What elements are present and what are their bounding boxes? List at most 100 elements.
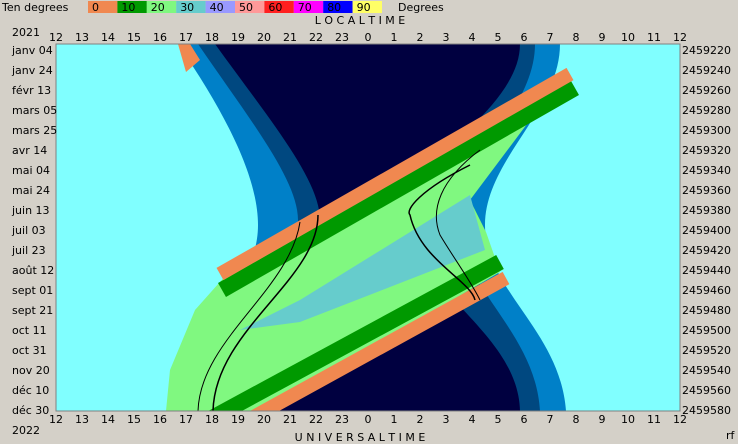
date-label: nov 20 [12, 364, 50, 377]
moon-curve [197, 221, 301, 411]
bottom-tick-label: 5 [495, 413, 502, 426]
moon-high [240, 195, 485, 330]
top-tick-label: 18 [205, 31, 219, 44]
top-tick-label: 9 [599, 31, 606, 44]
julian-day-label: 2459580 [682, 404, 731, 417]
date-label: août 12 [12, 264, 54, 277]
top-axis-title: L O C A L T I M E [315, 14, 406, 27]
date-label: mars 05 [12, 104, 57, 117]
top-tick-label: 3 [443, 31, 450, 44]
legend-label: 30 [180, 1, 194, 14]
bottom-tick-label: 9 [599, 413, 606, 426]
legend-swatch [352, 1, 382, 13]
legend-swatch [293, 1, 324, 13]
legend-title: Ten degrees [1, 1, 69, 14]
top-tick-label: 5 [495, 31, 502, 44]
julian-day-label: 2459220 [682, 44, 731, 57]
bottom-tick-label: 13 [75, 413, 89, 426]
top-tick-label: 20 [257, 31, 271, 44]
legend-swatch [205, 1, 235, 13]
top-tick-label: 16 [153, 31, 167, 44]
top-tick-label: 4 [469, 31, 476, 44]
top-tick-label: 0 [365, 31, 372, 44]
julian-day-label: 2459280 [682, 104, 731, 117]
bottom-tick-label: 20 [257, 413, 271, 426]
bottom-tick-label: 3 [443, 413, 450, 426]
bottom-tick-label: 18 [205, 413, 219, 426]
top-tick-label: 19 [231, 31, 245, 44]
legend-swatch [117, 1, 147, 13]
moon-curve [212, 214, 319, 411]
julian-day-label: 2459240 [682, 64, 731, 77]
bottom-tick-label: 0 [365, 413, 372, 426]
date-label: déc 10 [12, 384, 49, 397]
bottom-tick-label: 7 [547, 413, 554, 426]
moon-band [218, 81, 579, 297]
plot-frame [55, 43, 681, 412]
julian-day-label: 2459400 [682, 224, 731, 237]
top-tick-label: 12 [49, 31, 63, 44]
top-tick-label: 12 [673, 31, 687, 44]
bottom-tick-label: 2 [417, 413, 424, 426]
moon-curve [408, 164, 476, 301]
bottom-tick-label: 23 [335, 413, 349, 426]
legend-swatch [235, 1, 265, 13]
legend-label: 20 [151, 1, 165, 14]
julian-day-label: 2459500 [682, 324, 731, 337]
bottom-tick-label: 11 [647, 413, 661, 426]
top-tick-label: 11 [647, 31, 661, 44]
date-label: avr 14 [12, 144, 47, 157]
top-tick-label: 23 [335, 31, 349, 44]
bottom-tick-label: 21 [283, 413, 297, 426]
corner-label: rf [726, 429, 736, 442]
top-tick-label: 17 [179, 31, 193, 44]
bottom-tick-label: 14 [101, 413, 115, 426]
julian-day-label: 2459440 [682, 264, 731, 277]
top-tick-label: 14 [101, 31, 115, 44]
bottom-tick-label: 6 [521, 413, 528, 426]
julian-day-label: 2459380 [682, 204, 731, 217]
date-label: oct 11 [12, 324, 47, 337]
top-tick-label: 13 [75, 31, 89, 44]
date-label: mars 25 [12, 124, 57, 137]
julian-day-label: 2459420 [682, 244, 731, 257]
julian-day-label: 2459520 [682, 344, 731, 357]
top-tick-label: 22 [309, 31, 323, 44]
julian-day-label: 2459540 [682, 364, 731, 377]
top-tick-label: 8 [573, 31, 580, 44]
year-bottom: 2022 [12, 424, 40, 437]
moon-curve [435, 149, 481, 301]
julian-day-label: 2459260 [682, 84, 731, 97]
top-tick-label: 10 [621, 31, 635, 44]
plot-area [56, 44, 680, 411]
julian-day-label: 2459360 [682, 184, 731, 197]
date-label: mai 24 [12, 184, 50, 197]
julian-day-label: 2459340 [682, 164, 731, 177]
date-label: févr 13 [12, 84, 51, 97]
legend-label: 10 [121, 1, 135, 14]
bottom-tick-label: 1 [391, 413, 398, 426]
bottom-tick-label: 4 [469, 413, 476, 426]
bottom-tick-label: 16 [153, 413, 167, 426]
moon-band [178, 44, 200, 72]
legend-label: 70 [298, 1, 312, 14]
moon-band [249, 271, 510, 411]
legend-label: 50 [239, 1, 253, 14]
julian-day-label: 2459320 [682, 144, 731, 157]
legend-label: 90 [357, 1, 371, 14]
julian-day-label: 2459460 [682, 284, 731, 297]
date-label: juil 03 [11, 224, 46, 237]
legend-swatch [264, 1, 294, 13]
bottom-tick-label: 12 [673, 413, 687, 426]
date-label: juil 23 [11, 244, 46, 257]
top-tick-label: 6 [521, 31, 528, 44]
julian-day-label: 2459560 [682, 384, 731, 397]
legend-label: 40 [210, 1, 224, 14]
moon-low [166, 80, 560, 411]
bottom-tick-label: 8 [573, 413, 580, 426]
top-tick-label: 1 [391, 31, 398, 44]
bottom-tick-label: 15 [127, 413, 141, 426]
moon-band [216, 67, 574, 281]
legend-label: 80 [327, 1, 341, 14]
